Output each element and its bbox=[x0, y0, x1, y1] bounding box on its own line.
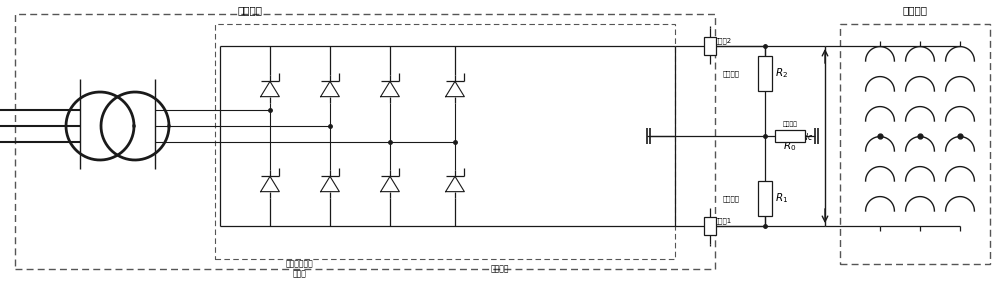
Bar bbox=[775, 130, 805, 142]
Text: $R_2$: $R_2$ bbox=[775, 67, 788, 80]
Text: 避雷器1: 避雷器1 bbox=[715, 218, 732, 224]
Text: 三相桥式全控: 三相桥式全控 bbox=[286, 260, 314, 268]
Text: 整流器: 整流器 bbox=[293, 270, 307, 279]
Text: 避雷器2: 避雷器2 bbox=[715, 38, 732, 44]
Bar bbox=[215, 24, 675, 259]
Bar bbox=[704, 217, 716, 235]
Bar bbox=[704, 37, 716, 55]
Text: $R_1$: $R_1$ bbox=[775, 192, 788, 205]
Bar bbox=[758, 181, 772, 216]
Text: 励磁系统: 励磁系统 bbox=[238, 5, 262, 15]
Text: $R_0$: $R_0$ bbox=[783, 139, 797, 153]
Text: 测量电阻: 测量电阻 bbox=[782, 121, 798, 127]
Text: $U_{dc}$: $U_{dc}$ bbox=[794, 129, 813, 143]
Bar bbox=[15, 14, 715, 269]
Bar bbox=[758, 56, 772, 91]
Text: 可控续流: 可控续流 bbox=[491, 264, 509, 273]
Text: 平衡电阻: 平衡电阻 bbox=[723, 70, 740, 77]
Text: 平衡电阻: 平衡电阻 bbox=[723, 195, 740, 202]
Text: 控制绕组: 控制绕组 bbox=[902, 5, 928, 15]
Bar bbox=[840, 24, 990, 264]
